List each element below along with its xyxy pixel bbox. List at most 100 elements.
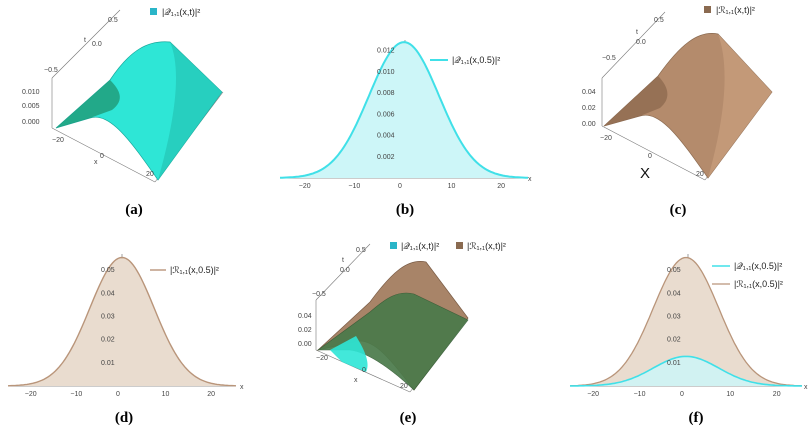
legend-q-e: |𝒬₁,₁(x,t)|² — [401, 241, 439, 251]
y-tick-d-1: 0.04 — [101, 290, 115, 297]
z-tick-a-2: 0.000 — [22, 119, 40, 126]
curve-q-b — [280, 41, 528, 179]
z-tick-a-0: 0.010 — [22, 89, 40, 96]
y-tick-b-5: 0.002 — [377, 154, 395, 161]
x-label-f: x — [804, 384, 808, 391]
y-tick-b-1: 0.010 — [377, 69, 395, 76]
x-tick-f-2: 0 — [680, 391, 684, 398]
caption-c: (c) — [669, 202, 687, 218]
x-label-b: x — [528, 176, 532, 183]
z-tick-c-0: 0.04 — [582, 89, 596, 96]
legend-a: |𝒬₁,₁(x,t)|² — [162, 7, 200, 17]
z-tick-a-1: 0.005 — [22, 103, 40, 110]
z-tick-e-2: 0.00 — [298, 341, 312, 348]
panel-a: t 0.5 0.0 −0.5 0.010 0.005 0.000 −20 0 2… — [0, 0, 270, 200]
y-tick-b-2: 0.008 — [377, 90, 395, 97]
z-tick-e-1: 0.02 — [298, 327, 312, 334]
y-tick-d-3: 0.02 — [101, 337, 115, 344]
legend-b: |𝒬₁,₁(x,0.5)|² — [452, 55, 500, 65]
x-tick-c-2: 20 — [696, 171, 704, 178]
x-tick-b-2: 0 — [398, 183, 402, 190]
legend-d: |ℛ₁,₁(x,0.5)|² — [170, 265, 219, 275]
x-tick-d-2: 0 — [116, 391, 120, 398]
y-tick-d-0: 0.05 — [101, 267, 115, 274]
x-tick-a-0: −20 — [52, 137, 64, 144]
curve-r-f — [569, 256, 803, 387]
x-tick-f-3: 10 — [726, 391, 734, 398]
t-tick-e-0: 0.5 — [356, 247, 366, 254]
surface-plot-a: t 0.5 0.0 −0.5 0.010 0.005 0.000 −20 0 2… — [22, 7, 224, 183]
y-tick-f-3: 0.02 — [667, 337, 681, 344]
curve-r-d — [7, 256, 237, 387]
y-tick-f-4: 0.01 — [667, 360, 681, 367]
x-tick-d-4: 20 — [207, 391, 215, 398]
t-tick-a-1: 0.0 — [92, 41, 102, 48]
t-tick-c-0: 0.5 — [654, 17, 664, 24]
panel-f: 0.05 0.04 0.03 0.02 0.01 −20 −10 0 10 20 x |𝒬₁,₁… — [540, 232, 812, 408]
t-label-c: t — [636, 29, 638, 36]
panel-c: t 0.5 0.0 −0.5 0.04 0.02 0.00 −20 0 20 X… — [540, 0, 812, 200]
chart-f: 0.05 0.04 0.03 0.02 0.01 −20 −10 0 10 20 x |𝒬₁,₁… — [569, 254, 808, 398]
x-tick-f-0: −20 — [587, 391, 599, 398]
legend-swatch-a — [150, 8, 157, 15]
panel-b: 0.012 0.010 0.008 0.006 0.004 0.002 −20 −10 0 10… — [270, 0, 540, 200]
legend-swatch-q-e — [390, 242, 397, 249]
x-label-d: x — [240, 384, 244, 391]
curve-q-f — [570, 355, 802, 387]
panel-d: 0.05 0.04 0.03 0.02 0.01 −20 −10 0 10 20 x |ℛ₁,₁… — [0, 232, 270, 408]
panel-e: t 0.5 0.0 −0.5 0.04 0.02 0.00 −20 0 20 x… — [270, 232, 540, 408]
y-tick-f-2: 0.03 — [667, 314, 681, 321]
legend-r-f: |ℛ₁,₁(x,0.5)|² — [734, 279, 783, 289]
x-tick-c-1: 0 — [648, 153, 652, 160]
area-q-b — [280, 42, 528, 178]
chart-b: 0.012 0.010 0.008 0.006 0.004 0.002 −20 −10 0 10… — [280, 40, 532, 190]
t-tick-a-2: −0.5 — [44, 67, 58, 74]
x-label-c: X — [640, 165, 650, 182]
x-tick-a-2: 20 — [146, 171, 154, 178]
surface-plot-c: t 0.5 0.0 −0.5 0.04 0.02 0.00 −20 0 20 X… — [582, 5, 773, 182]
caption-b: (b) — [395, 202, 415, 218]
t-label-e: t — [342, 257, 344, 264]
area-r-f — [570, 257, 802, 386]
x-label-a: x — [94, 159, 98, 166]
x-tick-e-1: 0 — [362, 367, 366, 374]
area-r-d — [8, 257, 236, 386]
caption-f: (f) — [688, 410, 704, 426]
x-label-e: x — [354, 377, 358, 384]
y-tick-d-4: 0.01 — [101, 360, 115, 367]
t-tick-c-1: 0.0 — [636, 39, 646, 46]
y-tick-b-4: 0.004 — [377, 133, 395, 140]
caption-d: (d) — [114, 410, 134, 426]
legend-swatch-c — [704, 6, 711, 13]
x-tick-d-0: −20 — [25, 391, 37, 398]
y-tick-b-3: 0.006 — [377, 111, 395, 118]
z-tick-e-0: 0.04 — [298, 313, 312, 320]
surface-plot-e: t 0.5 0.0 −0.5 0.04 0.02 0.00 −20 0 20 x… — [298, 241, 506, 393]
y-tick-f-1: 0.04 — [667, 290, 681, 297]
x-tick-d-1: −10 — [70, 391, 82, 398]
z-tick-c-2: 0.00 — [582, 121, 596, 128]
x-tick-f-4: 20 — [773, 391, 781, 398]
t-tick-e-1: 0.0 — [340, 267, 350, 274]
area-q-f — [570, 356, 802, 386]
x-tick-e-0: −20 — [316, 355, 328, 362]
legend-q-f: |𝒬₁,₁(x,0.5)|² — [734, 261, 782, 271]
x-tick-b-1: −10 — [348, 183, 360, 190]
x-tick-a-1: 0 — [100, 153, 104, 160]
caption-a: (a) — [125, 202, 143, 218]
x-tick-f-1: −10 — [634, 391, 646, 398]
x-tick-b-0: −20 — [299, 183, 311, 190]
y-tick-b-0: 0.012 — [377, 48, 395, 55]
x-tick-b-3: 10 — [448, 183, 456, 190]
y-tick-f-0: 0.05 — [667, 267, 681, 274]
legend-r-e: |ℛ₁,₁(x,t)|² — [467, 241, 506, 251]
t-tick-e-2: −0.5 — [312, 291, 326, 298]
x-tick-d-3: 10 — [162, 391, 170, 398]
z-tick-c-1: 0.02 — [582, 105, 596, 112]
t-tick-a-0: 0.5 — [108, 17, 118, 24]
legend-swatch-r-e — [456, 242, 463, 249]
y-tick-d-2: 0.03 — [101, 314, 115, 321]
t-label-a: t — [84, 37, 86, 44]
x-tick-b-4: 20 — [497, 183, 505, 190]
caption-e: (e) — [399, 410, 417, 426]
